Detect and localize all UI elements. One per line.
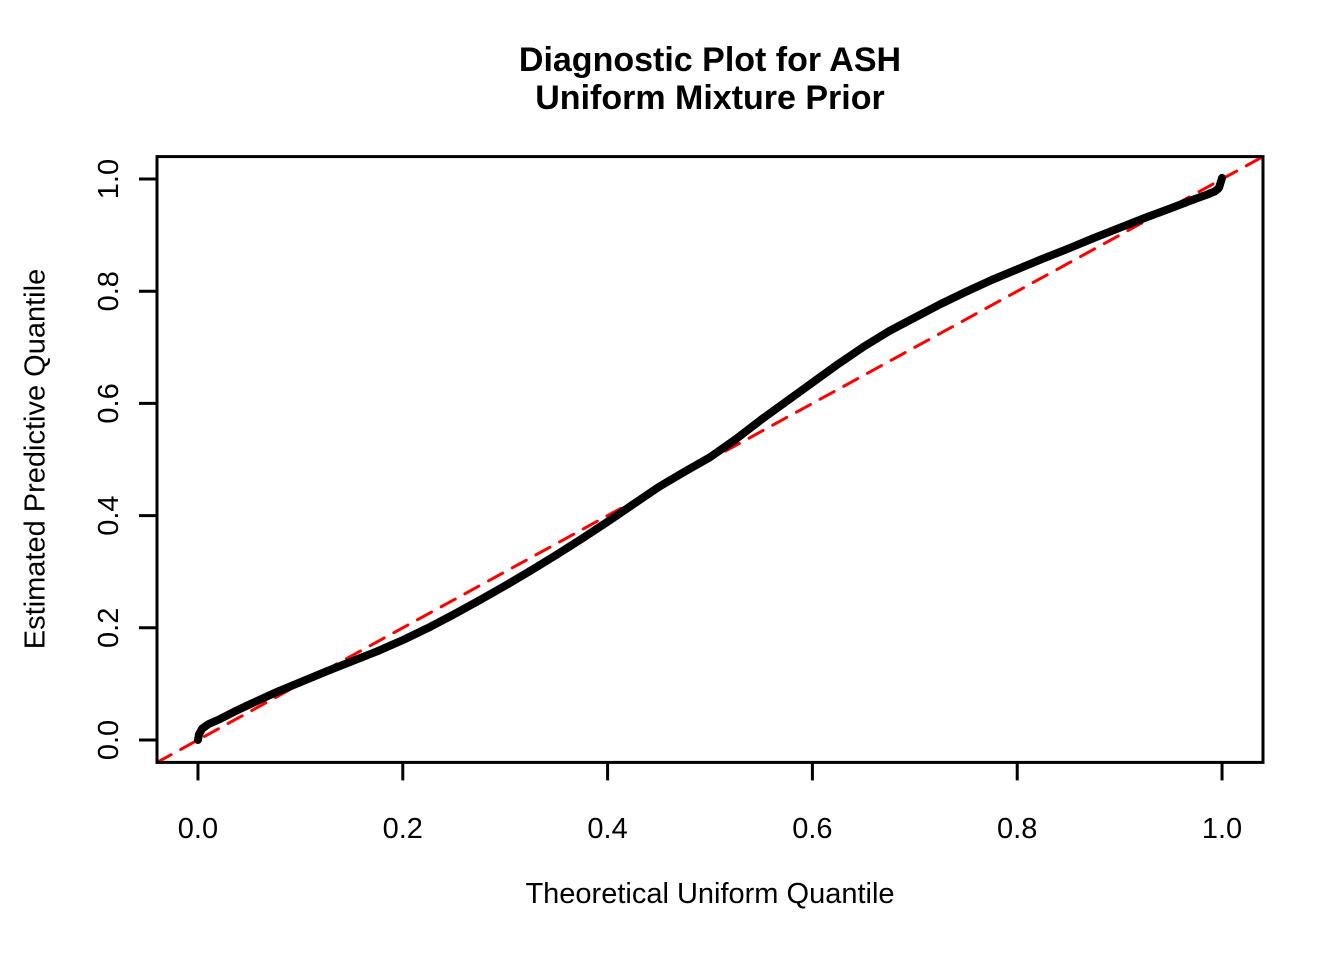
- y-axis-tick-label: 1.0: [93, 159, 125, 199]
- y-axis-tick-label: 0.8: [93, 271, 125, 311]
- y-axis-tick-label: 0.6: [93, 383, 125, 423]
- plot-box: [155, 155, 1265, 764]
- estimated-predictive-quantile-curve: [193, 173, 1227, 744]
- x-axis-tick-label: 0.2: [383, 813, 423, 845]
- x-axis-tick-label: 0.4: [587, 813, 627, 845]
- x-axis-tick-label: 1.0: [1202, 813, 1242, 845]
- y-axis-tick-label: 0.0: [93, 720, 125, 760]
- y-axis-tick-label: 0.2: [93, 608, 125, 648]
- chart-title-line-2: Uniform Mixture Prior: [535, 79, 885, 117]
- chart-title-line-1: Diagnostic Plot for ASH: [518, 41, 902, 79]
- y-axis-label: Estimated Predictive Quantile: [19, 268, 52, 650]
- x-axis-label: Theoretical Uniform Quantile: [525, 878, 895, 910]
- x-axis-tick-label: 0.0: [178, 813, 218, 845]
- x-axis-tick-label: 0.8: [997, 813, 1037, 845]
- x-axis-tick-label: 0.6: [792, 813, 832, 845]
- y-axis-tick-label: 0.4: [93, 495, 125, 535]
- chart-title: Diagnostic Plot for ASH Uniform Mixture …: [157, 41, 1263, 117]
